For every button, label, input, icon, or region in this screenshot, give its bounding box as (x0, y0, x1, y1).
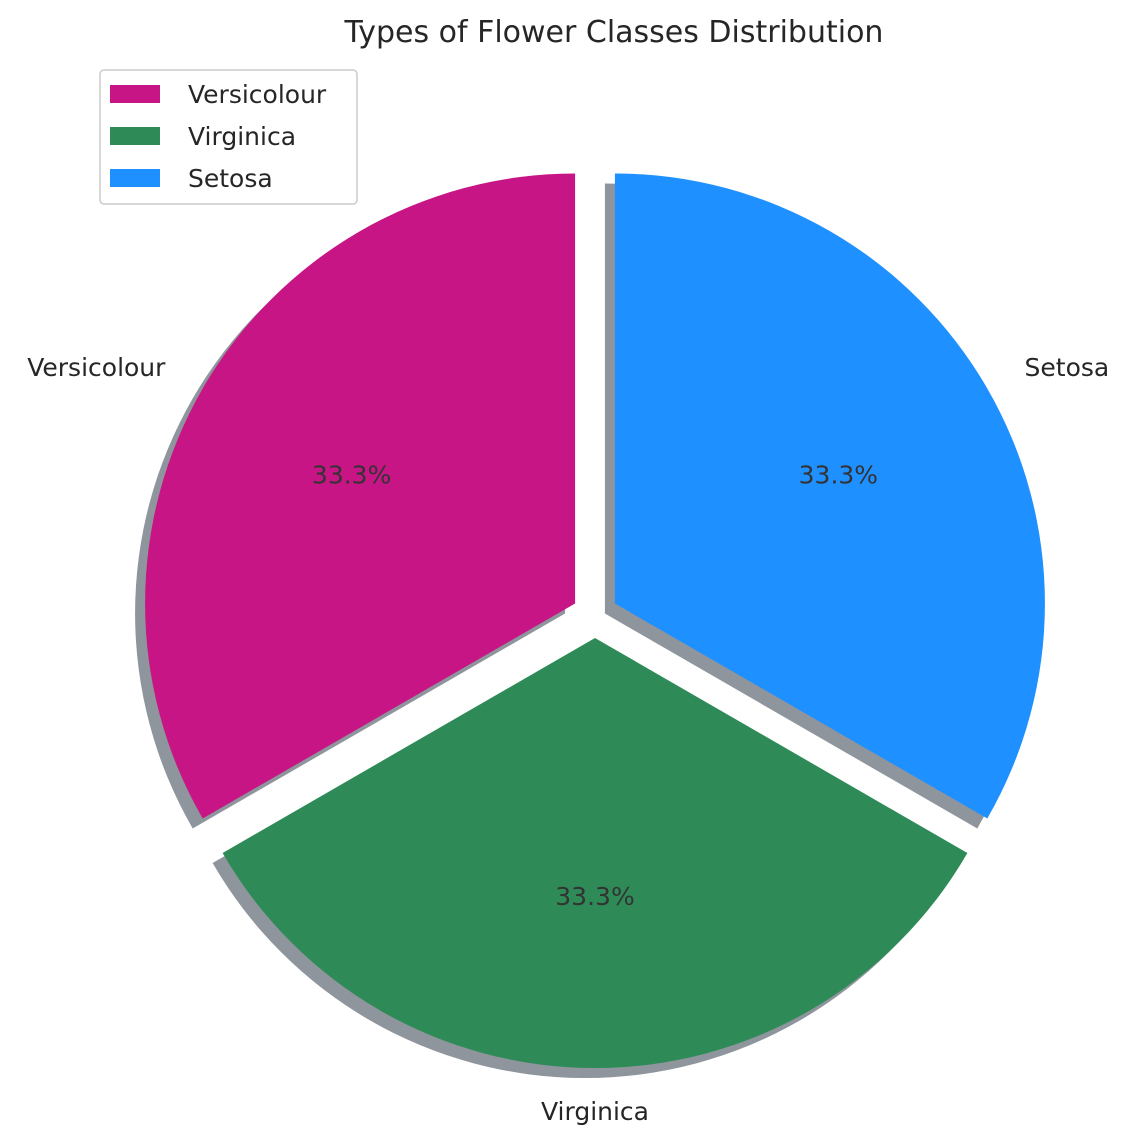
slice-versicolour (145, 173, 576, 819)
slice-virginica (222, 638, 968, 1068)
legend-swatch-setosa (110, 169, 160, 187)
label-versicolour: Versicolour (27, 353, 166, 382)
pct-label-virginica: 33.3% (555, 882, 634, 911)
pie-slices (145, 173, 1045, 1068)
category-labels: Versicolour Virginica Setosa (27, 353, 1109, 1126)
percent-labels: 33.3% 33.3% 33.3% (312, 461, 878, 912)
legend-label-setosa: Setosa (188, 164, 273, 193)
legend-swatch-versicolour (110, 85, 160, 103)
legend-frame (99, 69, 358, 205)
slice-setosa (614, 173, 1045, 819)
label-setosa: Setosa (1025, 353, 1110, 382)
legend: Versicolour Virginica Setosa (99, 69, 358, 205)
pct-label-versicolour: 33.3% (312, 461, 391, 490)
chart-title: Types of Flower Classes Distribution (344, 15, 884, 50)
legend-label-virginica: Virginica (188, 122, 296, 151)
label-virginica: Virginica (541, 1097, 649, 1126)
legend-swatch-virginica (110, 127, 160, 145)
pct-label-setosa: 33.3% (799, 461, 878, 490)
legend-label-versicolour: Versicolour (188, 80, 327, 109)
